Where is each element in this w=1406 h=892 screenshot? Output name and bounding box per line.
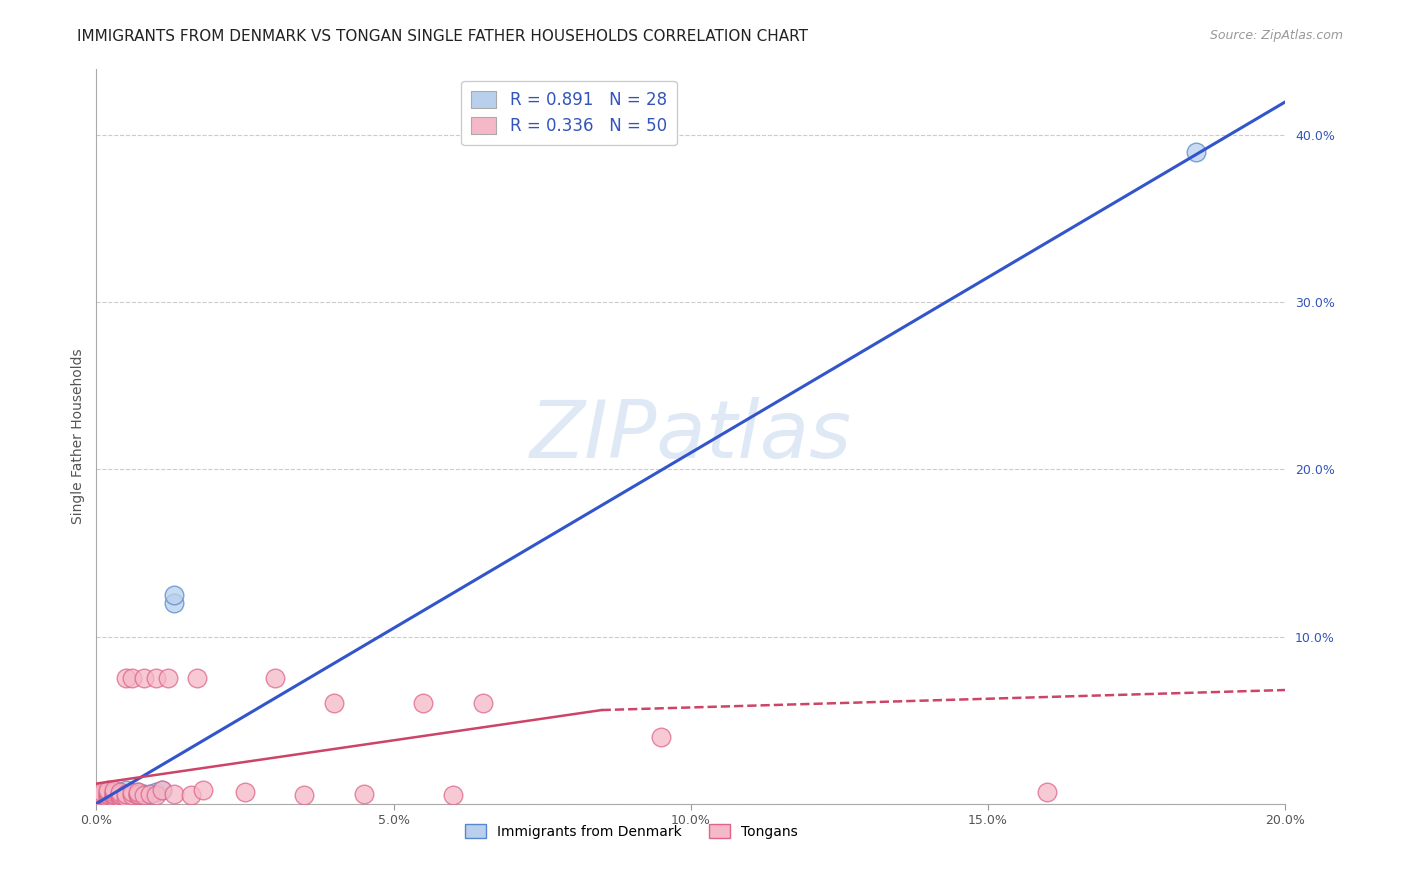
Text: ZIPatlas: ZIPatlas <box>530 397 852 475</box>
Point <box>180 789 202 803</box>
Point <box>145 671 167 685</box>
Point <box>91 787 114 801</box>
Point <box>263 671 285 685</box>
Text: IMMIGRANTS FROM DENMARK VS TONGAN SINGLE FATHER HOUSEHOLDS CORRELATION CHART: IMMIGRANTS FROM DENMARK VS TONGAN SINGLE… <box>77 29 808 44</box>
Point <box>115 783 138 797</box>
Point <box>412 697 434 711</box>
Point <box>97 791 120 805</box>
Point <box>139 787 162 801</box>
Point <box>323 697 346 711</box>
Point <box>127 789 149 803</box>
Point <box>150 783 173 797</box>
Point <box>97 787 120 801</box>
Point <box>186 671 208 685</box>
Point <box>108 787 131 801</box>
Point <box>97 787 120 801</box>
Point <box>91 789 114 804</box>
Point <box>650 730 672 744</box>
Point <box>115 789 138 804</box>
Point <box>103 789 125 803</box>
Point <box>132 789 155 803</box>
Point <box>103 787 125 801</box>
Point <box>145 785 167 799</box>
Point <box>97 789 120 803</box>
Point <box>97 789 120 803</box>
Point <box>441 789 464 803</box>
Point <box>156 671 179 685</box>
Point <box>132 787 155 801</box>
Point <box>353 787 375 801</box>
Point <box>103 789 125 804</box>
Point <box>121 671 143 685</box>
Point <box>127 787 149 801</box>
Point <box>127 785 149 799</box>
Point <box>97 785 120 799</box>
Point <box>150 783 173 797</box>
Point <box>103 787 125 801</box>
Point <box>292 789 315 803</box>
Point <box>1036 785 1059 799</box>
Point <box>91 789 114 803</box>
Point <box>121 785 143 799</box>
Point <box>139 787 162 801</box>
Point <box>115 671 138 685</box>
Point <box>115 787 138 801</box>
Point <box>121 789 143 803</box>
Point <box>233 785 256 799</box>
Point <box>162 787 184 801</box>
Point <box>97 791 120 805</box>
Legend: Immigrants from Denmark, Tongans: Immigrants from Denmark, Tongans <box>460 819 803 845</box>
Point <box>115 787 138 801</box>
Y-axis label: Single Father Households: Single Father Households <box>72 348 86 524</box>
Point <box>91 789 114 804</box>
Point <box>91 787 114 801</box>
Point <box>471 697 494 711</box>
Point <box>1185 145 1208 159</box>
Point <box>115 789 138 804</box>
Point <box>108 789 131 803</box>
Point <box>103 783 125 797</box>
Point <box>193 783 215 797</box>
Point <box>108 785 131 799</box>
Point <box>91 791 114 805</box>
Point <box>97 783 120 797</box>
Point <box>108 789 131 803</box>
Point <box>145 789 167 803</box>
Point <box>103 785 125 799</box>
Point <box>108 787 131 801</box>
Point <box>103 785 125 799</box>
Point <box>162 596 184 610</box>
Point <box>108 785 131 799</box>
Point <box>97 789 120 804</box>
Point <box>91 789 114 803</box>
Point <box>132 671 155 685</box>
Point <box>103 789 125 803</box>
Point <box>127 789 149 803</box>
Point <box>162 588 184 602</box>
Point <box>108 789 131 804</box>
Point <box>127 785 149 799</box>
Point <box>103 789 125 804</box>
Point <box>121 787 143 801</box>
Point <box>91 785 114 799</box>
Point <box>108 789 131 804</box>
Text: Source: ZipAtlas.com: Source: ZipAtlas.com <box>1209 29 1343 42</box>
Point <box>121 789 143 804</box>
